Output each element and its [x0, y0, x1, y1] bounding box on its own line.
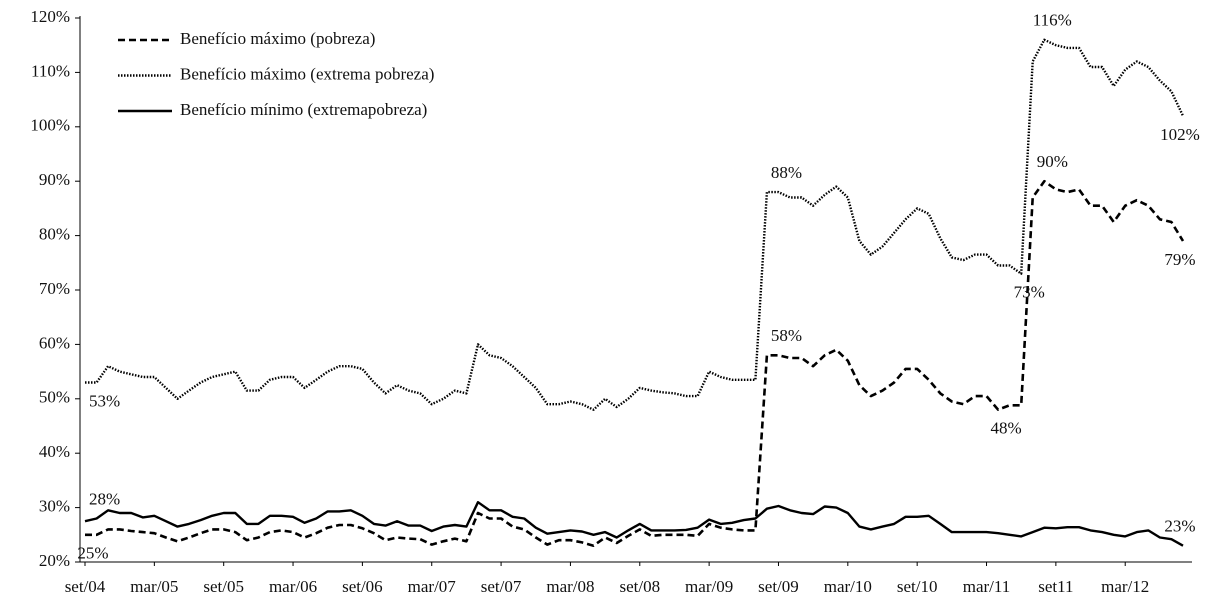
value-label: 25% — [77, 544, 108, 563]
y-tick-label: 20% — [39, 551, 70, 570]
x-tick-label: set/05 — [203, 577, 244, 596]
value-label: 79% — [1164, 250, 1195, 269]
legend-label: Benefício máximo (pobreza) — [180, 29, 375, 48]
value-label: 88% — [771, 163, 802, 182]
x-tick-label: set11 — [1038, 577, 1073, 596]
value-label: 23% — [1164, 517, 1195, 536]
y-tick-label: 40% — [39, 442, 70, 461]
y-tick-label: 110% — [31, 61, 70, 80]
y-tick-label: 70% — [39, 279, 70, 298]
series-line — [85, 38, 1185, 411]
y-tick-label: 120% — [30, 7, 70, 26]
value-label: 116% — [1033, 11, 1072, 30]
value-label: 102% — [1160, 125, 1200, 144]
series-line — [84, 501, 1184, 547]
x-tick-label: set/10 — [897, 577, 938, 596]
value-label: 90% — [1037, 152, 1068, 171]
x-tick-label: mar/12 — [1101, 577, 1149, 596]
x-tick-label: set/04 — [65, 577, 106, 596]
y-tick-label: 30% — [39, 497, 70, 516]
x-tick-label: set/06 — [342, 577, 383, 596]
x-tick-label: mar/06 — [269, 577, 317, 596]
value-label: 53% — [89, 391, 120, 410]
value-label: 58% — [771, 326, 802, 345]
y-tick-label: 50% — [39, 388, 70, 407]
series-line — [85, 179, 1185, 547]
x-tick-label: mar/10 — [824, 577, 872, 596]
value-label: 73% — [1014, 283, 1045, 302]
y-tick-label: 80% — [39, 225, 70, 244]
x-tick-label: set/08 — [619, 577, 660, 596]
y-tick-label: 90% — [39, 170, 70, 189]
x-tick-label: mar/11 — [963, 577, 1011, 596]
y-tick-label: 60% — [39, 333, 70, 352]
x-tick-label: mar/09 — [685, 577, 733, 596]
x-tick-label: set/07 — [481, 577, 522, 596]
value-label: 48% — [990, 419, 1021, 438]
x-tick-label: mar/07 — [408, 577, 457, 596]
value-label: 28% — [89, 489, 120, 508]
legend-label: Benefício mínimo (extremapobreza) — [180, 100, 427, 119]
x-tick-label: set/09 — [758, 577, 799, 596]
legend-label: Benefício máximo (extrema pobreza) — [180, 64, 434, 83]
x-tick-label: mar/05 — [130, 577, 178, 596]
x-tick-label: mar/08 — [546, 577, 594, 596]
y-tick-label: 100% — [30, 116, 70, 135]
